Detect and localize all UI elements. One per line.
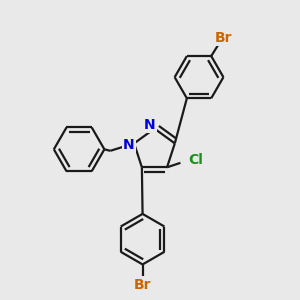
- Text: N: N: [144, 118, 156, 132]
- Text: Br: Br: [134, 278, 151, 292]
- Text: Br: Br: [214, 31, 232, 45]
- Text: Cl: Cl: [188, 153, 203, 167]
- Text: N: N: [123, 138, 135, 152]
